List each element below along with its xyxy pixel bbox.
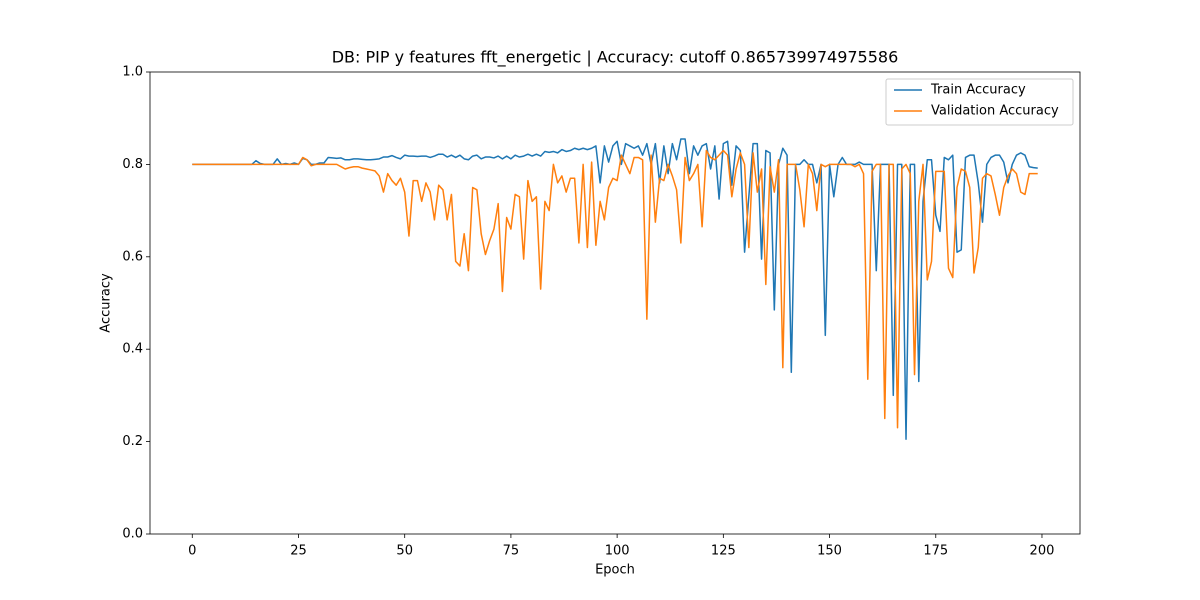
y-tick-label: 1.0: [122, 65, 143, 80]
x-axis-label: Epoch: [595, 563, 635, 578]
x-tick-label: 100: [605, 544, 630, 559]
x-tick-label: 200: [1030, 544, 1055, 559]
y-tick-label: 0.0: [122, 527, 143, 542]
x-tick-label: 50: [396, 544, 413, 559]
series-line: [192, 138, 1038, 441]
y-tick-label: 0.4: [122, 342, 143, 357]
x-tick-label: 25: [290, 544, 307, 559]
legend-label: Validation Accuracy: [931, 104, 1059, 119]
y-tick-label: 0.2: [122, 434, 143, 449]
y-tick-label: 0.6: [122, 249, 143, 264]
x-tick-label: 125: [711, 544, 736, 559]
legend-label: Train Accuracy: [930, 83, 1026, 98]
plot-frame: [149, 71, 1081, 535]
y-axis-label: Accuracy: [99, 273, 114, 333]
legend-box: [885, 78, 1074, 126]
x-tick-label: 175: [923, 544, 948, 559]
y-tick-label: 0.8: [122, 157, 143, 172]
x-tick-label: 75: [503, 544, 520, 559]
series-line: [192, 149, 1038, 429]
x-tick-label: 0: [188, 544, 196, 559]
chart-title: DB: PIP y features fft_energetic | Accur…: [332, 48, 899, 68]
x-tick-label: 150: [817, 544, 842, 559]
